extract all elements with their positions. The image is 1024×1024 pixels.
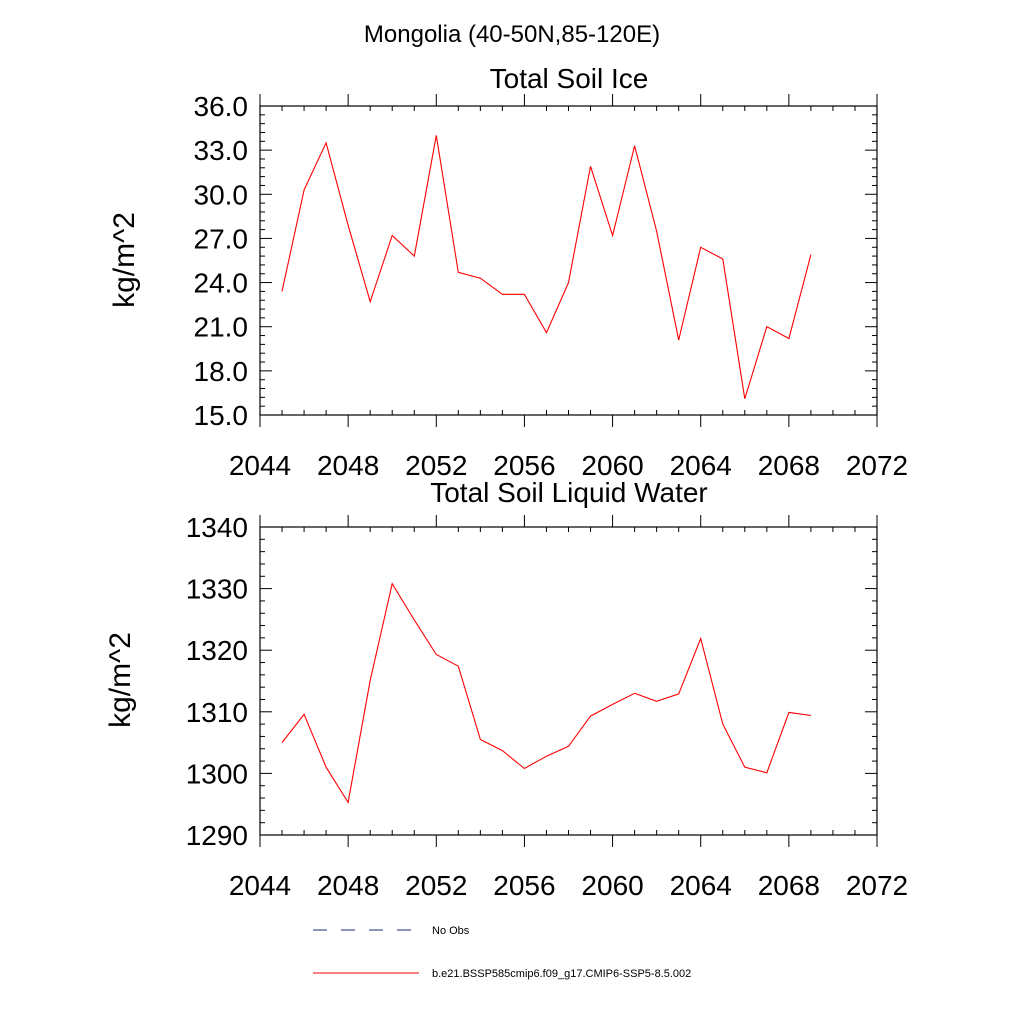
x-tick-label: 2044 [229, 870, 291, 901]
plot-frame [259, 526, 878, 836]
y-tick-label: 18.0 [194, 356, 249, 387]
y-tick-label: 27.0 [194, 223, 249, 254]
series-line [281, 135, 812, 399]
y-axis-label: kg/m^2 [108, 212, 141, 308]
panel-title: Total Soil Ice [490, 63, 649, 94]
y-axis-label: kg/m^2 [104, 632, 137, 728]
legend: No Obs b.e21.BSSP585cmip6.f09_g17.CMIP6-… [313, 925, 691, 980]
y-tick-label: 36.0 [194, 91, 249, 122]
x-tick-label: 2064 [670, 450, 732, 481]
series-line [281, 582, 811, 804]
y-tick-label: 24.0 [194, 268, 249, 299]
x-tick-label: 2068 [758, 450, 820, 481]
page-title: Mongolia (40-50N,85-120E) [364, 21, 660, 48]
panel-total-soil-ice: Total Soil Ice kg/m^2 2044 2048 2052 2056 20… [108, 63, 908, 481]
x-tick-label: 2048 [317, 450, 379, 481]
x-tick-label: 2048 [317, 870, 379, 901]
legend-label-obs: No Obs [432, 925, 470, 937]
x-tick-label: 2052 [405, 870, 467, 901]
x-tick-label: 2060 [581, 870, 643, 901]
x-tick-label: 2072 [846, 870, 908, 901]
y-tick-label: 30.0 [194, 179, 249, 210]
y-tick-label: 1300 [186, 758, 248, 789]
x-tick-label: 2056 [493, 870, 555, 901]
y-tick-label: 1330 [186, 574, 248, 605]
legend-label-model: b.e21.BSSP585cmip6.f09_g17.CMIP6-SSP5-8.… [432, 968, 691, 980]
plot-frame [259, 105, 878, 416]
x-tick-label: 2060 [581, 450, 643, 481]
y-tick-label: 1290 [186, 820, 248, 851]
y-tick-label: 33.0 [194, 135, 249, 166]
x-tick-label: 2064 [670, 870, 732, 901]
panel-total-soil-liquid-water: Total Soil Liquid Water kg/m^2 2044 2048 2… [104, 477, 908, 901]
x-tick-label: 2068 [758, 870, 820, 901]
panel-title: Total Soil Liquid Water [430, 477, 708, 508]
y-tick-label: 1320 [186, 635, 248, 666]
y-tick-label: 15.0 [194, 400, 249, 431]
x-tick-label: 2056 [493, 450, 555, 481]
y-tick-label: 1340 [186, 512, 248, 543]
x-tick-label: 2072 [846, 450, 908, 481]
y-tick-label: 1310 [186, 697, 248, 728]
y-tick-label: 21.0 [194, 312, 249, 343]
x-tick-label: 2044 [229, 450, 291, 481]
x-tick-label: 2052 [405, 450, 467, 481]
